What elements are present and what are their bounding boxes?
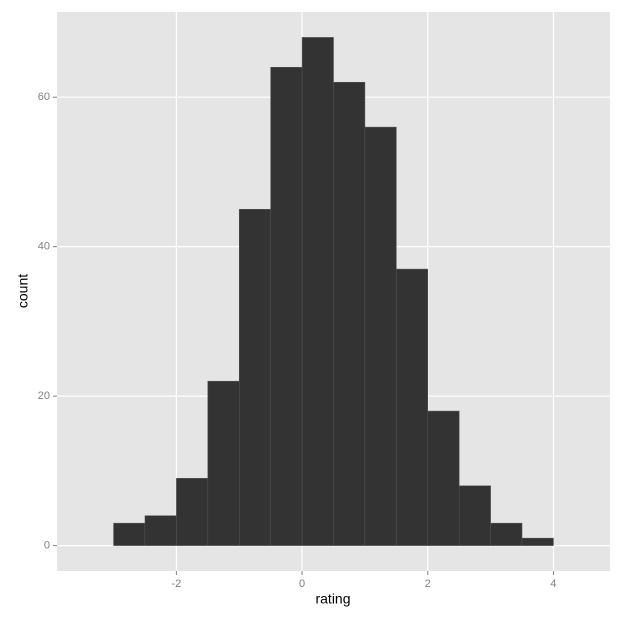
bar	[490, 522, 523, 546]
x-tick-label: -2	[172, 578, 182, 590]
y-tick-label: 60	[38, 91, 50, 103]
y-tick-label: 40	[38, 241, 50, 253]
bar	[113, 522, 146, 546]
bar	[521, 537, 554, 546]
x-axis-title: rating	[315, 591, 350, 607]
y-tick-label: 20	[38, 390, 50, 402]
y-axis-title: count	[15, 274, 31, 308]
bar	[333, 81, 366, 546]
bar	[458, 485, 491, 546]
bar	[238, 209, 271, 546]
bar	[427, 410, 460, 546]
x-tick-label: 0	[299, 578, 305, 590]
x-tick-label: 2	[425, 578, 431, 590]
bar	[207, 380, 240, 546]
bar	[396, 268, 429, 546]
bar	[176, 478, 209, 546]
y-tick-label: 0	[44, 539, 50, 551]
x-tick-label: 4	[550, 578, 556, 590]
bar	[144, 515, 177, 546]
bar	[270, 67, 303, 546]
bar	[301, 37, 334, 546]
bar	[364, 126, 397, 546]
